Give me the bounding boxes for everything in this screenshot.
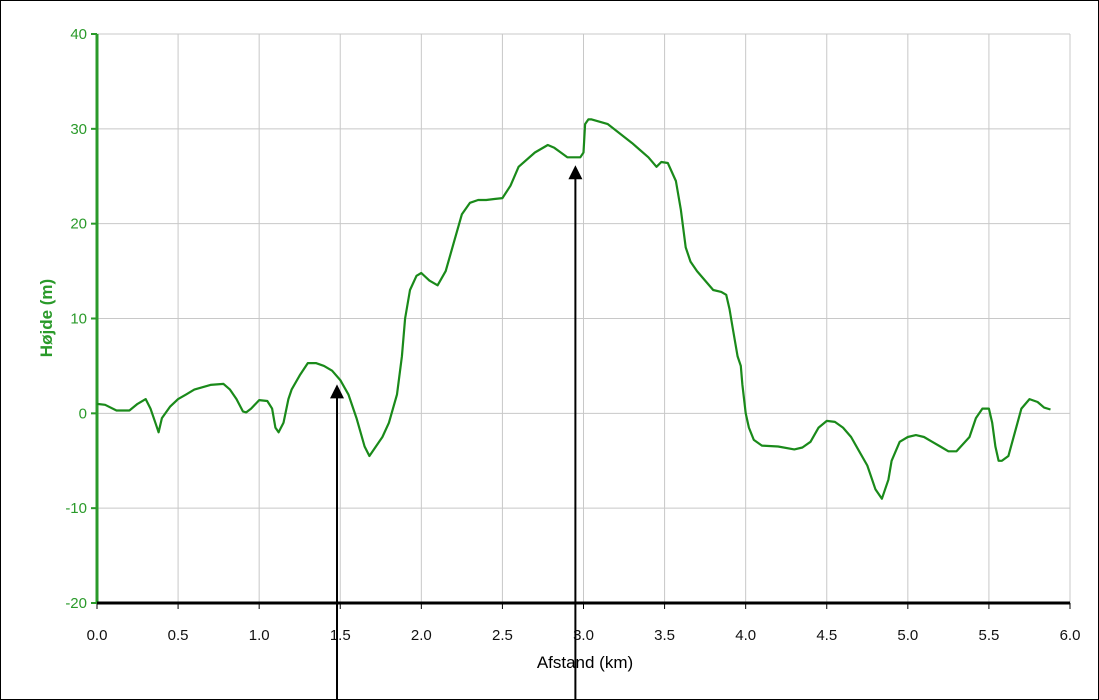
elevation-line [96, 118, 1051, 500]
grid [97, 33, 1071, 603]
x-tick-label: 0.0 [87, 627, 108, 644]
series [96, 118, 1051, 500]
markers [330, 165, 583, 700]
y-tick-label: 40 [70, 26, 87, 43]
x-tick-label: 2.0 [411, 627, 432, 644]
x-tick-label: 1.5 [330, 627, 351, 644]
y-tick-label: 0 [79, 405, 87, 422]
y-tick-label: -10 [65, 500, 87, 517]
x-tick-label: 3.0 [573, 627, 594, 644]
x-tick-label: 5.5 [978, 627, 999, 644]
x-tick-label: 1.0 [249, 627, 270, 644]
x-tick-label: 3.5 [654, 627, 675, 644]
x-tick-label: 6.0 [1060, 627, 1081, 644]
x-tick-label: 4.5 [816, 627, 837, 644]
y-tick-label: 20 [70, 216, 87, 233]
y-axis-title: Højde (m) [37, 279, 56, 357]
x-tick-label: 0.5 [168, 627, 189, 644]
y-tick-label: -20 [65, 595, 87, 612]
x-tick-label: 5.0 [897, 627, 918, 644]
y-tick-label: 10 [70, 311, 87, 328]
arrow-head [568, 165, 583, 180]
y-ticks: 40 30 20 10 0 -10 -20 [65, 26, 97, 612]
arrow-head [330, 384, 345, 399]
y-tick-label: 30 [70, 121, 87, 138]
x-axis-title: Afstand (km) [537, 653, 633, 672]
x-tick-label: 4.0 [735, 627, 756, 644]
x-ticks: 0.0 0.5 1.0 1.5 2.0 2.5 3.0 3.5 4.0 4.5 5.0 5.5 6.0 [87, 603, 1081, 644]
x-tick-label: 2.5 [492, 627, 513, 644]
